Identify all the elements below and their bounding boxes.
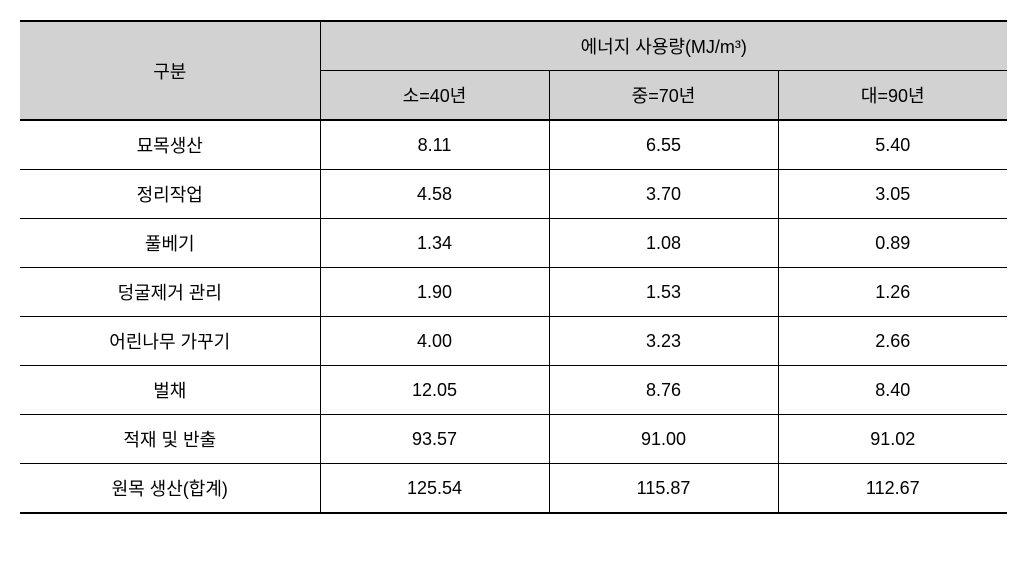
header-group: 에너지 사용량(MJ/m³) [320,21,1007,71]
cell-value: 6.55 [549,120,778,170]
cell-value: 1.08 [549,219,778,268]
cell-value: 93.57 [320,415,549,464]
table-row: 어린나무 가꾸기 4.00 3.23 2.66 [20,317,1007,366]
row-label: 정리작업 [20,170,320,219]
cell-value: 8.11 [320,120,549,170]
row-label: 풀베기 [20,219,320,268]
row-label: 어린나무 가꾸기 [20,317,320,366]
table-row: 묘목생산 8.11 6.55 5.40 [20,120,1007,170]
table-row: 정리작업 4.58 3.70 3.05 [20,170,1007,219]
row-label: 벌채 [20,366,320,415]
cell-value: 3.05 [778,170,1007,219]
header-category: 구분 [20,21,320,120]
table-row: 벌채 12.05 8.76 8.40 [20,366,1007,415]
cell-value: 91.00 [549,415,778,464]
header-col-medium: 중=70년 [549,71,778,121]
cell-value: 112.67 [778,464,1007,514]
table-row: 덩굴제거 관리 1.90 1.53 1.26 [20,268,1007,317]
cell-value: 1.90 [320,268,549,317]
row-label: 원목 생산(합계) [20,464,320,514]
header-col-large: 대=90년 [778,71,1007,121]
cell-value: 3.70 [549,170,778,219]
cell-value: 12.05 [320,366,549,415]
cell-value: 1.26 [778,268,1007,317]
row-label: 덩굴제거 관리 [20,268,320,317]
cell-value: 125.54 [320,464,549,514]
row-label: 묘목생산 [20,120,320,170]
energy-usage-table: 구분 에너지 사용량(MJ/m³) 소=40년 중=70년 대=90년 묘목생산… [20,20,1007,514]
table-row: 적재 및 반출 93.57 91.00 91.02 [20,415,1007,464]
data-table: 구분 에너지 사용량(MJ/m³) 소=40년 중=70년 대=90년 묘목생산… [20,20,1007,514]
table-row: 풀베기 1.34 1.08 0.89 [20,219,1007,268]
cell-value: 4.00 [320,317,549,366]
table-row-total: 원목 생산(합계) 125.54 115.87 112.67 [20,464,1007,514]
cell-value: 2.66 [778,317,1007,366]
header-col-small: 소=40년 [320,71,549,121]
cell-value: 1.53 [549,268,778,317]
cell-value: 115.87 [549,464,778,514]
cell-value: 8.40 [778,366,1007,415]
row-label: 적재 및 반출 [20,415,320,464]
cell-value: 3.23 [549,317,778,366]
cell-value: 91.02 [778,415,1007,464]
cell-value: 0.89 [778,219,1007,268]
table-header-row-1: 구분 에너지 사용량(MJ/m³) [20,21,1007,71]
cell-value: 8.76 [549,366,778,415]
cell-value: 1.34 [320,219,549,268]
cell-value: 4.58 [320,170,549,219]
cell-value: 5.40 [778,120,1007,170]
